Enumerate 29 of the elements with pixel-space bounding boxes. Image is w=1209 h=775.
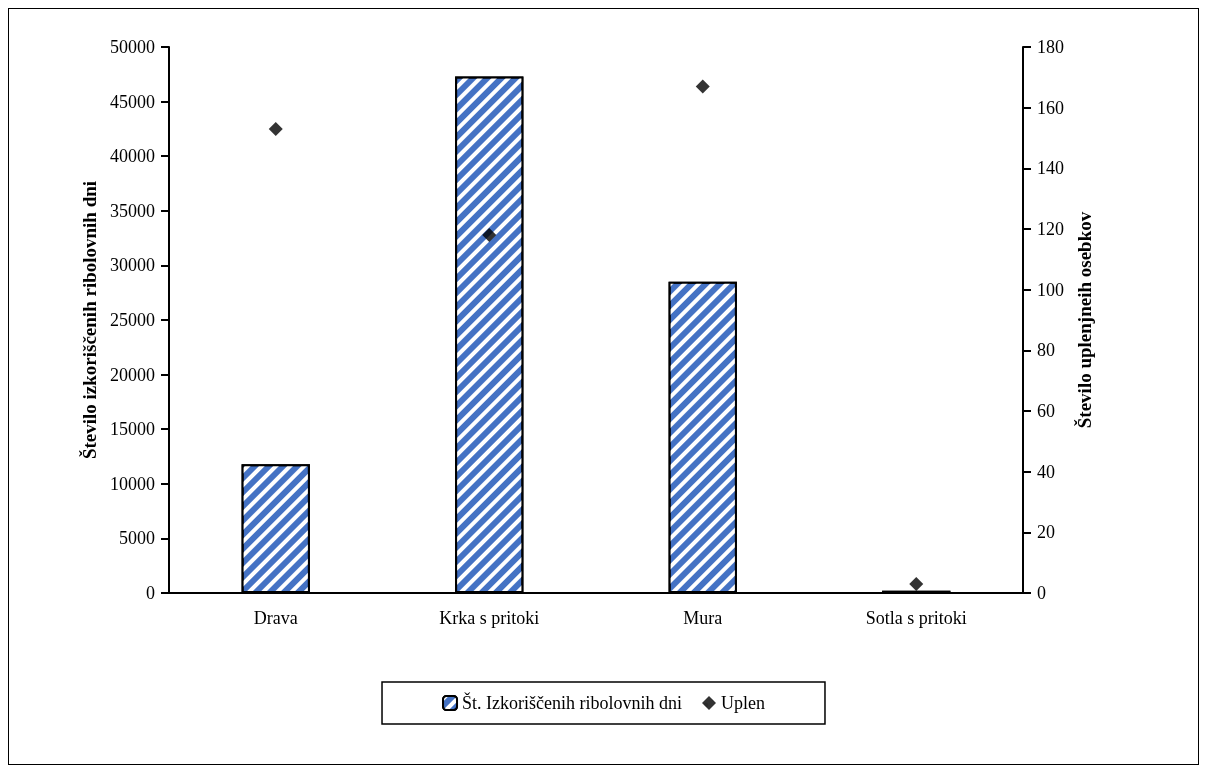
y2-tick-label: 40 xyxy=(1037,461,1055,482)
y2-tick-label: 140 xyxy=(1037,158,1064,179)
y2-tick-label: 160 xyxy=(1037,97,1064,118)
x-tick-label: Mura xyxy=(683,608,723,628)
y-tick-label: 10000 xyxy=(110,473,155,494)
y-tick-label: 40000 xyxy=(110,146,155,167)
y-tick-label: 50000 xyxy=(110,37,155,57)
x-tick-label: Sotla s pritoki xyxy=(865,608,967,628)
y2-tick-label: 0 xyxy=(1037,583,1046,603)
y2-tick-label: 80 xyxy=(1037,340,1055,361)
y2-tick-label: 120 xyxy=(1037,219,1064,239)
y-tick-label: 0 xyxy=(146,583,155,603)
y2-tick-label: 20 xyxy=(1037,522,1055,543)
y2-axis-title: Število uplenjneih osebkov xyxy=(1073,211,1095,429)
y-tick-label: 20000 xyxy=(110,364,155,385)
y-axis-title: Število izkoriščenih ribolovnih dni xyxy=(79,180,100,460)
x-tick-label: Krka s pritoki xyxy=(439,608,540,628)
y2-tick-label: 60 xyxy=(1037,401,1055,421)
y2-tick-label: 180 xyxy=(1037,37,1064,57)
y-tick-label: 45000 xyxy=(110,91,155,112)
y-tick-label: 15000 xyxy=(110,419,155,440)
y-tick-label: 25000 xyxy=(110,310,155,330)
y2-tick-label: 100 xyxy=(1037,279,1064,300)
x-tick-label: Drava xyxy=(253,608,298,628)
legend-label: Uplen xyxy=(720,693,765,713)
y-tick-label: 35000 xyxy=(110,200,155,221)
y-tick-label: 30000 xyxy=(110,255,155,276)
legend-label: Št. Izkoriščenih ribolovnih dni xyxy=(462,692,682,713)
y-tick-label: 5000 xyxy=(119,528,155,549)
